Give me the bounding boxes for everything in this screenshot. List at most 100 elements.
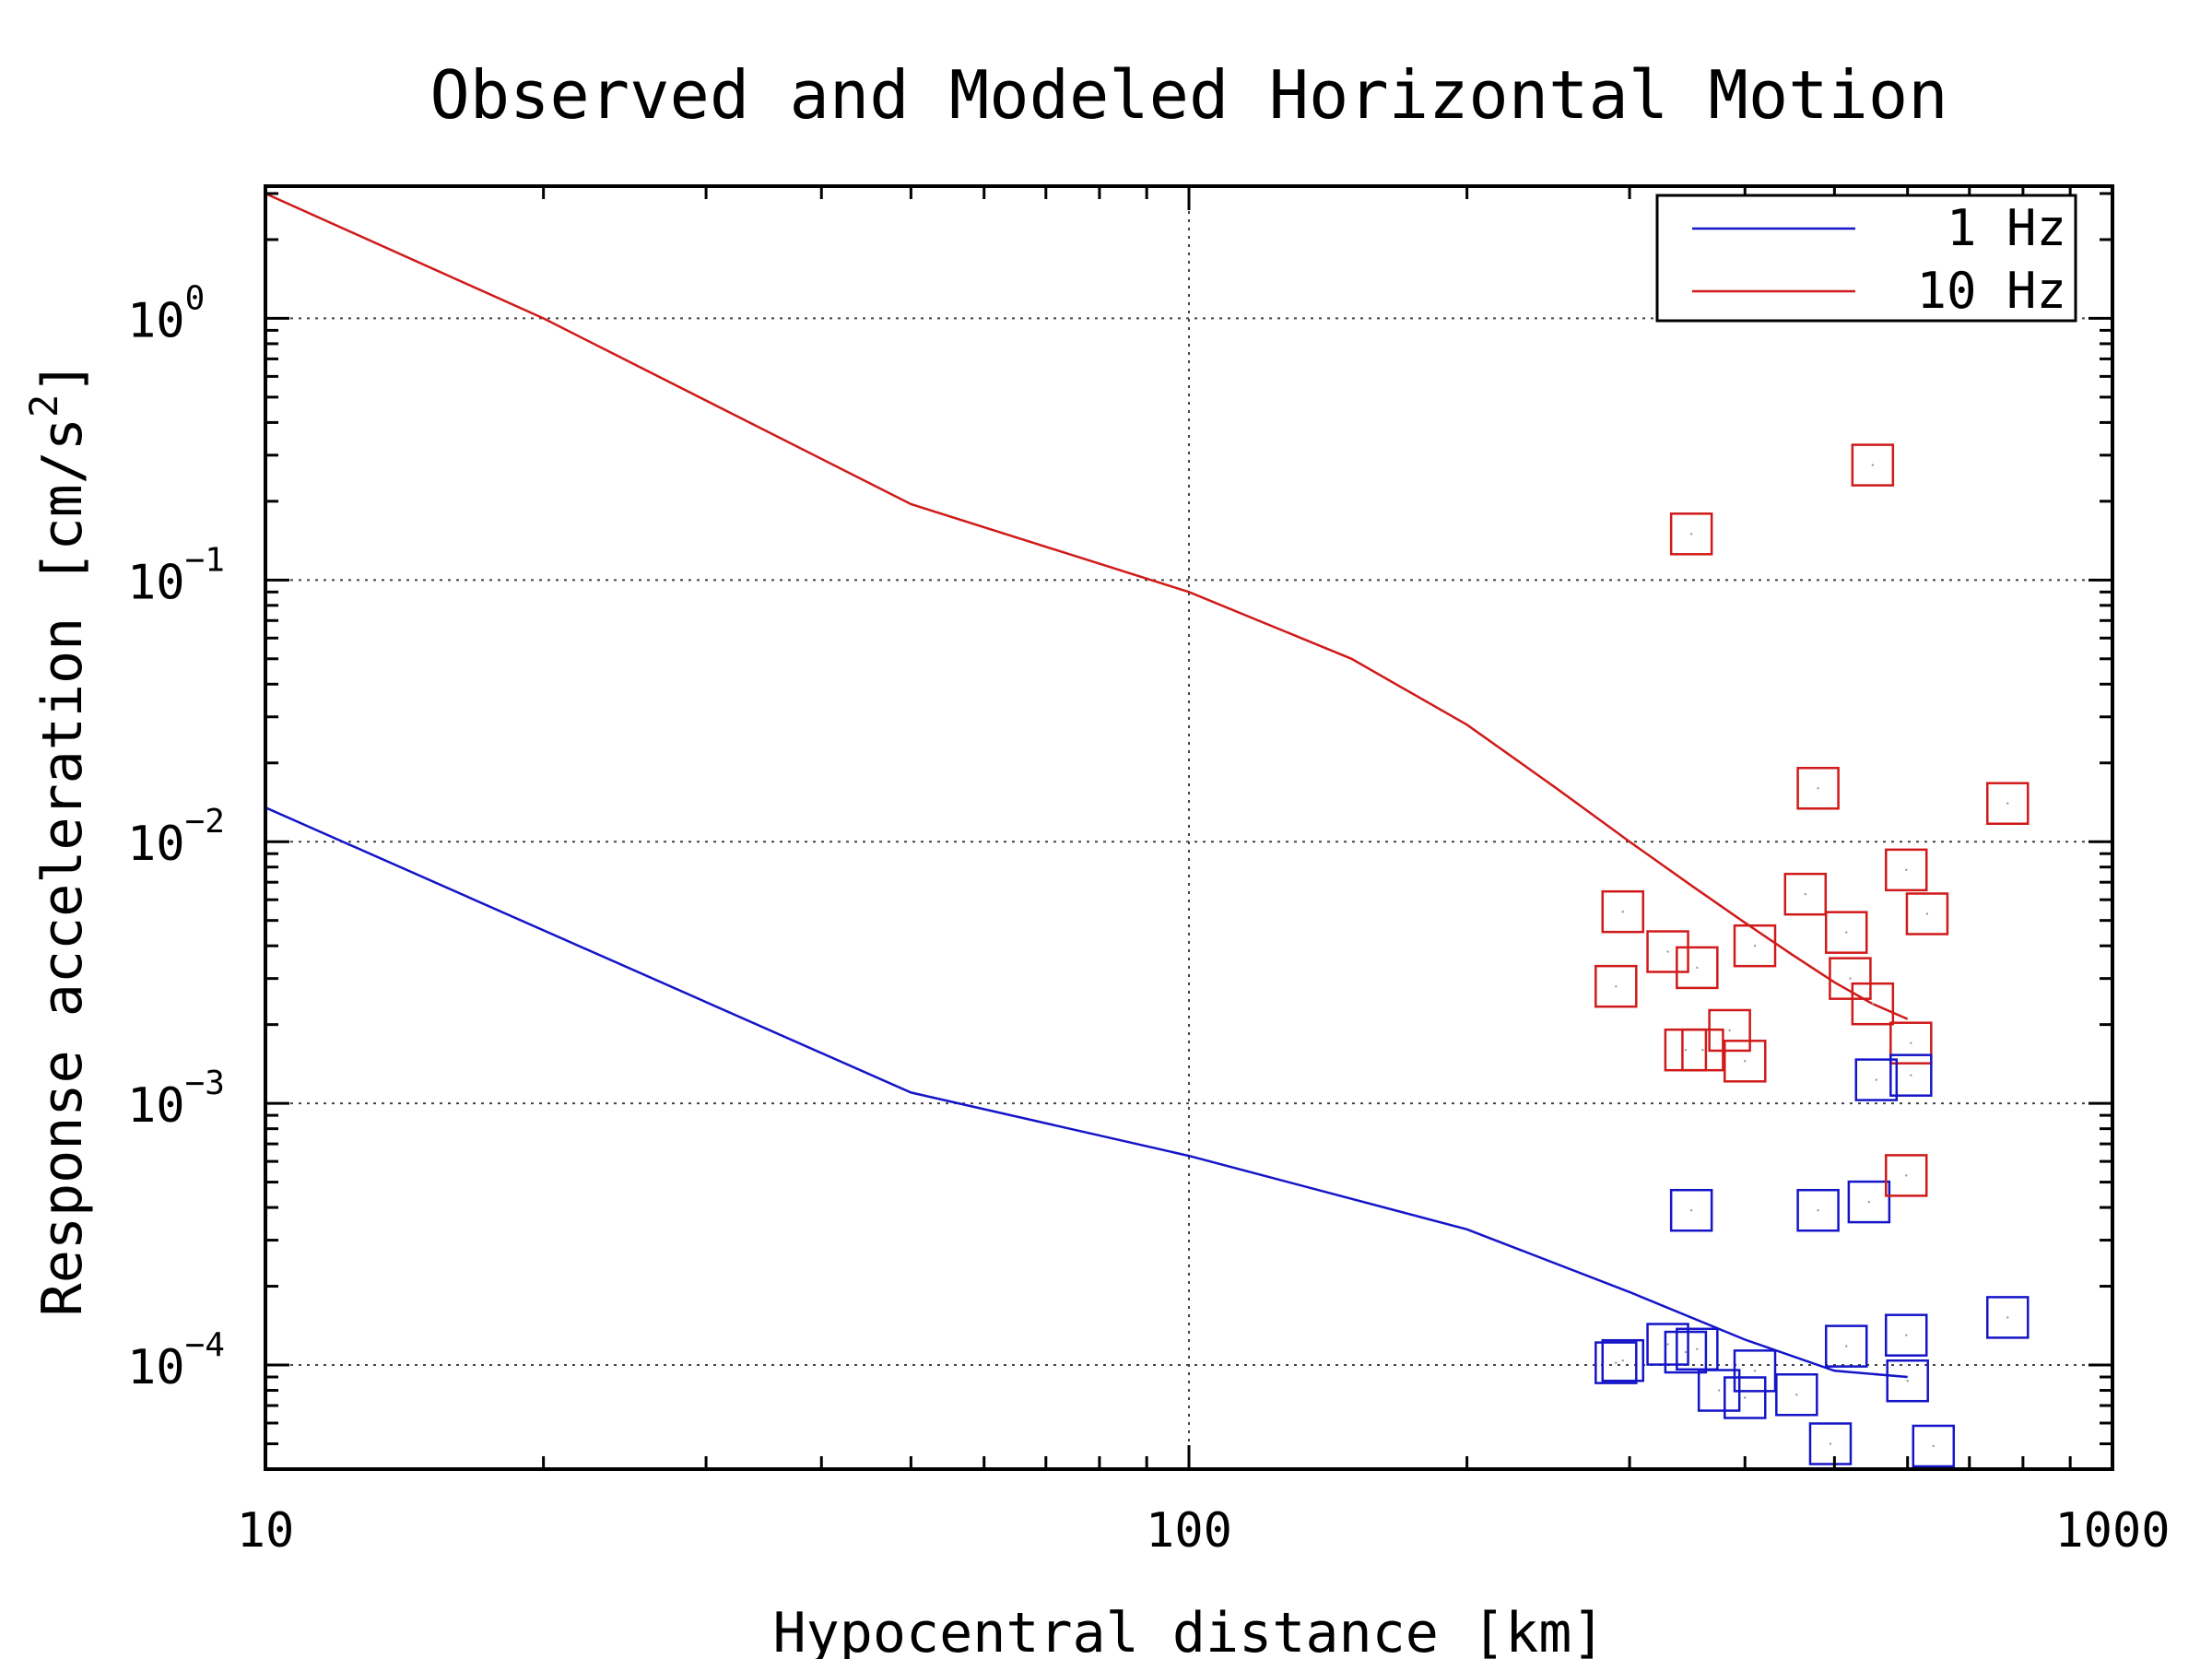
y-axis-title: Response acceleration [cm/s2] xyxy=(21,361,95,1317)
observed-point xyxy=(1986,782,2030,825)
x-tick-label: 100 xyxy=(1146,1503,1232,1559)
observed-point xyxy=(1829,957,1872,1000)
observed-point-center xyxy=(1906,1379,1909,1382)
y-tick-label-base: 10 xyxy=(127,1340,185,1395)
observed-point xyxy=(1594,1341,1638,1384)
y-tick-label-exponent: −3 xyxy=(185,1065,225,1102)
observed-point-center xyxy=(1689,1209,1693,1212)
observed-point-center xyxy=(1728,1029,1731,1032)
observed-point-center xyxy=(1684,1350,1688,1354)
observed-point-center xyxy=(1871,1002,1875,1006)
observed-point-center xyxy=(1753,944,1757,947)
observed-point xyxy=(1808,1422,1853,1465)
observed-point xyxy=(1851,443,1895,487)
observed-point xyxy=(1669,1188,1713,1232)
observed-point xyxy=(1824,1324,1868,1368)
observed-point-center xyxy=(1621,1359,1624,1362)
observed-point xyxy=(1733,1349,1777,1393)
observed-point-center xyxy=(1689,533,1693,535)
observed-point xyxy=(1886,1359,1929,1403)
series-line-0 xyxy=(265,806,1908,1379)
y-tick-label: 10−4 xyxy=(127,1326,225,1395)
legend-label: 1 Hz xyxy=(1947,199,2066,257)
observed-point-center xyxy=(1867,1200,1871,1204)
observed-point-center xyxy=(1717,1389,1721,1392)
observed-point xyxy=(1708,1008,1751,1053)
observed-point-center xyxy=(1875,1078,1877,1081)
observed-point xyxy=(1889,1053,1933,1097)
observed-point xyxy=(1854,1058,1899,1101)
observed-point-center xyxy=(1621,910,1624,913)
observed-point-center xyxy=(1666,950,1669,953)
y-tick-label-exponent: −2 xyxy=(185,803,225,841)
x-axis-title: Hypocentral distance [km] xyxy=(772,1601,1605,1659)
observed-point xyxy=(1669,512,1713,556)
observed-point xyxy=(1676,946,1719,990)
x-tick-label: 10 xyxy=(237,1503,295,1559)
observed-point xyxy=(1601,1338,1645,1382)
observed-point-center xyxy=(1910,1074,1912,1077)
observed-point-center xyxy=(1932,1444,1935,1448)
legend-box xyxy=(1655,194,2077,323)
observed-point xyxy=(1889,1021,1933,1065)
observed-point-center xyxy=(2006,802,2009,805)
y-axis-title-close: ] xyxy=(30,361,95,394)
observed-point xyxy=(1824,911,1868,954)
observed-point xyxy=(1676,1327,1719,1371)
observed-point-center xyxy=(1910,1041,1912,1044)
chart-title: Observed and Modeled Horizontal Motion xyxy=(429,56,1947,134)
observed-point xyxy=(1646,1323,1689,1366)
observed-point-center xyxy=(1696,966,1699,970)
observed-point-center xyxy=(2006,1316,2009,1319)
observed-point xyxy=(1905,892,1949,935)
observed-point xyxy=(1783,872,1828,916)
observed-point-center xyxy=(1615,1361,1618,1364)
observed-point-center xyxy=(1905,1334,1908,1336)
observed-point-center xyxy=(1925,912,1929,915)
y-axis-title-superscript: 2 xyxy=(21,394,66,418)
observed-point xyxy=(1646,930,1689,973)
observed-point xyxy=(1912,1424,1956,1468)
y-tick-label: 10−3 xyxy=(127,1065,225,1134)
y-tick-label-base: 10 xyxy=(127,293,185,348)
grid xyxy=(265,186,2112,1469)
observed-point-center xyxy=(1845,1345,1848,1347)
observed-point-center xyxy=(1849,977,1852,980)
observed-point xyxy=(1796,767,1840,810)
observed-point-center xyxy=(1795,1394,1798,1396)
observed-point-center xyxy=(1744,1060,1747,1063)
series-line-1 xyxy=(265,192,1909,1020)
observed-point xyxy=(1847,1180,1891,1224)
legend-label: 10 Hz xyxy=(1916,262,2066,320)
y-tick-label: 100 xyxy=(127,279,205,348)
observed-point xyxy=(1601,889,1645,934)
observed-point xyxy=(1796,1188,1840,1232)
y-tick-label-exponent: −1 xyxy=(185,541,225,579)
observed-point xyxy=(1775,1372,1818,1417)
y-tick-label-base: 10 xyxy=(127,1078,185,1134)
observed-point-center xyxy=(1696,1347,1699,1350)
y-tick-label: 10−2 xyxy=(127,803,225,872)
y-tick-label-base: 10 xyxy=(127,817,185,872)
observed-point-center xyxy=(1845,931,1848,934)
observed-point-center xyxy=(1871,464,1875,466)
observed-point xyxy=(1724,1040,1767,1083)
observed-markers xyxy=(1594,443,2030,1468)
observed-point xyxy=(1724,1376,1767,1419)
observed-point xyxy=(1851,982,1895,1026)
observed-point xyxy=(1733,924,1777,968)
series-layer xyxy=(265,192,1909,1379)
observed-point-center xyxy=(1905,1174,1908,1177)
observed-point xyxy=(1594,964,1638,1008)
observed-point-center xyxy=(1817,1209,1819,1212)
observed-point-center xyxy=(1753,1370,1757,1372)
y-tick-label-exponent: 0 xyxy=(185,279,206,317)
observed-point-center xyxy=(1905,868,1908,872)
observed-point-center xyxy=(1744,1396,1747,1399)
observed-point xyxy=(1885,1313,1928,1357)
axis-ticks xyxy=(264,186,2112,1471)
observed-point xyxy=(1885,1154,1928,1197)
